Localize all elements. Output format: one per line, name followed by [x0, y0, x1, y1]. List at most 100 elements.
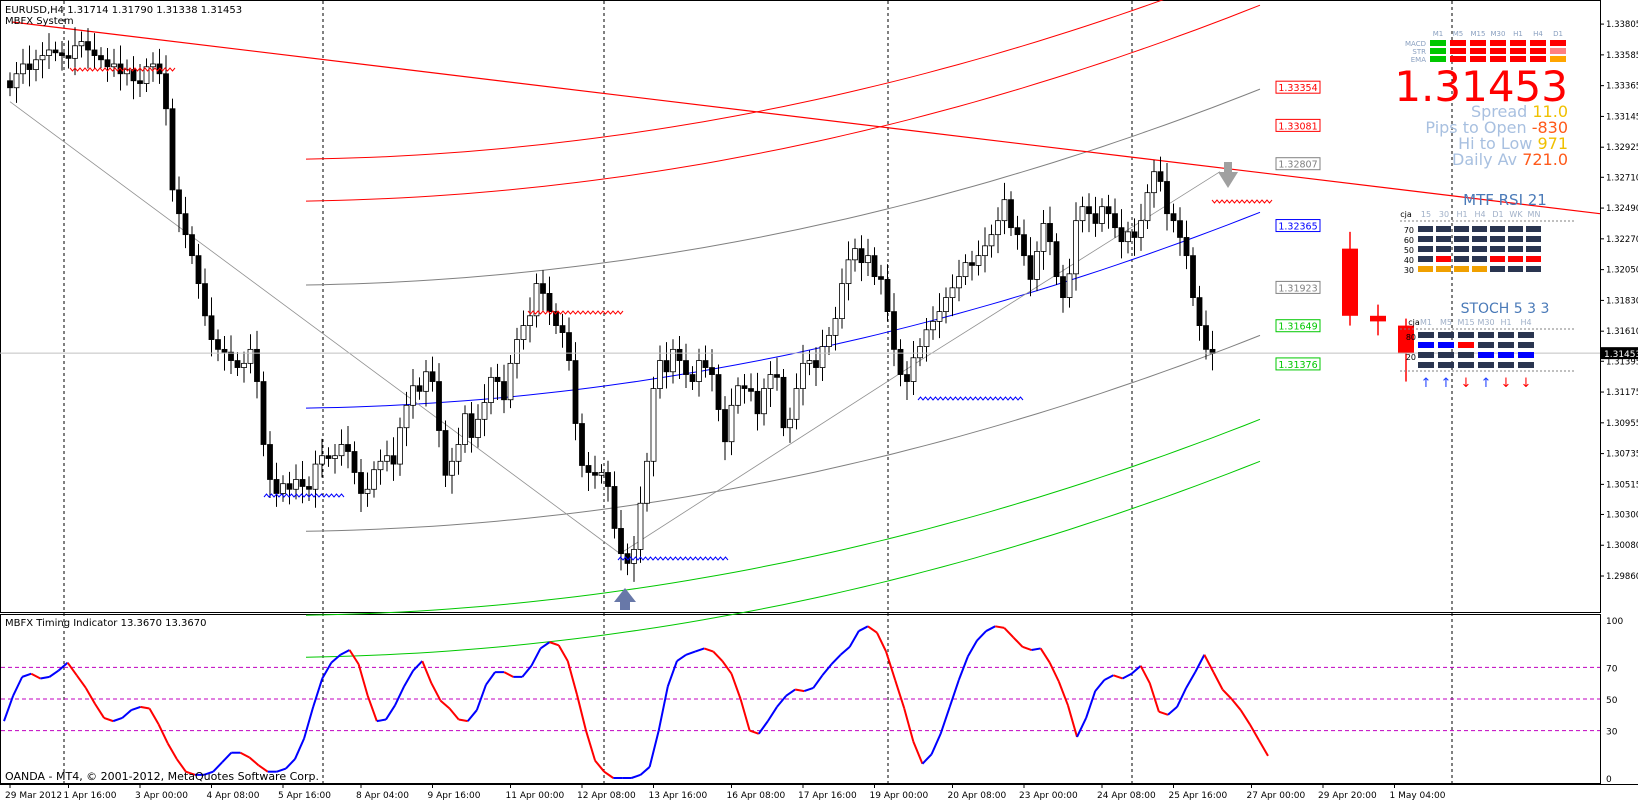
stoch-cell: [1438, 332, 1454, 338]
rsi-cell: [1472, 266, 1487, 272]
price-tick-label: 1.32710: [1606, 173, 1638, 183]
regression-band: [305, 4, 1261, 202]
candle-body: [390, 455, 397, 465]
price-tick-label: 1.30080: [1606, 541, 1638, 551]
candle-body: [449, 460, 455, 476]
current-price-label: 1.31453: [1604, 350, 1638, 360]
diagonal-line: [619, 360, 921, 554]
time-tick-label: 1 May 04:00: [1390, 791, 1446, 801]
sub-tick-label: 70: [1606, 664, 1618, 674]
oscillator-segment: [385, 704, 396, 721]
rsi-cell: [1508, 256, 1523, 262]
regression-band: [305, 211, 1261, 409]
time-tick-label: 29 Mar 2012: [5, 791, 62, 801]
info-label: Spread: [1471, 102, 1532, 121]
stoch-cell: [1518, 362, 1534, 368]
candle-body: [1177, 220, 1183, 238]
candle-body: [299, 479, 306, 487]
candle-body: [475, 418, 481, 438]
candle-body: [1027, 255, 1034, 280]
candle-body: [631, 549, 637, 564]
candle-body: [624, 553, 631, 564]
band-level-box: [1275, 319, 1321, 333]
candle-body: [832, 318, 839, 336]
oscillator-segment: [967, 640, 978, 657]
candle-body: [358, 472, 364, 494]
candle-body: [169, 108, 176, 191]
oscillator-segment: [21, 672, 32, 678]
candle-body: [468, 413, 475, 438]
tf-label: M30: [1491, 30, 1506, 38]
candle-body: [533, 283, 540, 317]
candle-body: [98, 55, 104, 61]
band-level-label: 1.33354: [1278, 83, 1317, 94]
band-level-box: [1275, 80, 1321, 94]
stoch-header: M5: [1440, 318, 1452, 327]
time-tick-label: 5 Apr 16:00: [278, 791, 331, 801]
signal-cell: [1430, 56, 1446, 62]
candle-body: [7, 80, 13, 89]
sub-tick-label: 100: [1606, 617, 1623, 627]
regression-band: [305, 460, 1261, 658]
candle-body: [1073, 220, 1079, 275]
oscillator-segment: [321, 662, 333, 679]
oscillator-segment: [657, 686, 669, 731]
oscillator-segment: [248, 756, 260, 767]
stoch-cell: [1438, 362, 1454, 368]
band-level-label: 1.33081: [1278, 121, 1317, 132]
price-tick-label: 1.33805: [1606, 20, 1638, 30]
price-tick-label: 1.29860: [1606, 572, 1638, 582]
candle-body: [137, 80, 143, 84]
oscillator-segment: [203, 770, 214, 776]
rsi-cell: [1526, 246, 1541, 252]
rsi-cell: [1436, 266, 1451, 272]
candle-body: [676, 348, 683, 361]
oscillator-segment: [894, 679, 906, 709]
big-price: 1.31453: [1394, 62, 1568, 111]
price-tick-label: 1.31395: [1606, 357, 1638, 367]
candle-body: [611, 486, 618, 529]
band-level-label: 1.32807: [1278, 160, 1317, 171]
stoch-cell: [1478, 342, 1494, 348]
rsi-cell: [1472, 226, 1487, 232]
rsi-cell: [1418, 226, 1433, 232]
candle-body: [501, 381, 507, 401]
candle-body: [195, 255, 202, 285]
sub-tick-label: 50: [1606, 696, 1618, 706]
candle-body: [689, 374, 696, 382]
oscillator-segment: [858, 625, 869, 632]
signal-cell: [1490, 48, 1506, 54]
info-label: Hi to Low: [1458, 134, 1537, 153]
candle-body: [722, 409, 728, 443]
signal-zigzag: [617, 556, 729, 561]
candle-body: [228, 351, 234, 361]
time-tick-label: 11 Apr 00:00: [506, 791, 565, 801]
signal-cell: [1550, 56, 1566, 62]
rsi-cell: [1526, 256, 1541, 262]
oscillator-segment: [648, 730, 660, 768]
rsi-cell: [1508, 246, 1523, 252]
candle-body: [26, 63, 33, 70]
candle-body: [715, 374, 722, 410]
rsi-cell: [1490, 266, 1505, 272]
oscillator-segment: [1176, 687, 1188, 708]
oscillator-segment: [666, 660, 678, 687]
info-value: 11.0: [1532, 102, 1568, 121]
price-tick-label: 1.30300: [1606, 510, 1638, 520]
candle-body: [338, 444, 345, 457]
oscillator-segment: [239, 751, 250, 759]
oscillator-segment: [439, 699, 451, 710]
candle-body: [1131, 231, 1138, 238]
candle-body: [663, 360, 670, 373]
candle-body: [260, 381, 267, 445]
candle-body: [982, 245, 988, 257]
buy-arrow-marker: [614, 588, 636, 610]
sub-window-levels: [1, 666, 1600, 732]
oscillator-segment: [94, 703, 105, 719]
band-level-label: 1.31923: [1278, 283, 1317, 294]
oscillator-segment: [84, 687, 96, 705]
oscillator-segment: [75, 674, 87, 689]
stoch-cell: [1478, 362, 1494, 368]
